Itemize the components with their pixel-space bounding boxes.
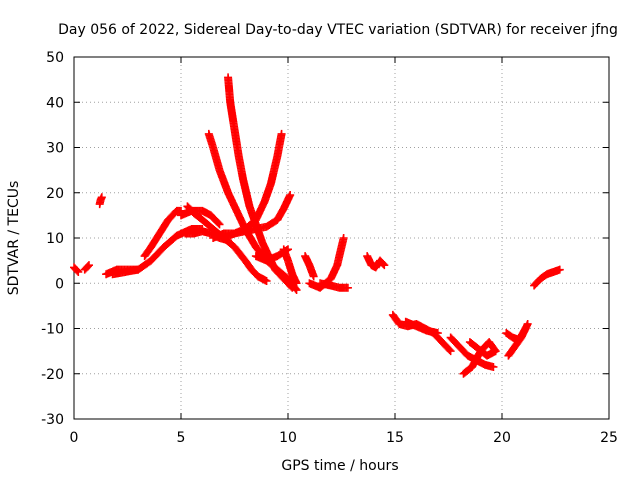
data-point [215,220,224,229]
axis-ticks: 0 5 10 15 20 25 -30 -20 -10 0 10 20 30 40 50 [41,50,618,446]
y-tick-label: -30 [41,412,64,428]
data-series [459,338,500,378]
data-point [491,347,500,356]
x-tick-label: 20 [493,430,511,446]
data-point [343,283,352,292]
data-point [489,362,498,371]
data-series [209,191,295,242]
data-point [555,265,564,274]
data-series [363,252,389,272]
y-tick-label: 50 [46,50,64,66]
x-tick-label: 10 [279,430,297,446]
data-point [309,272,318,281]
data-series [224,73,297,292]
data-point [277,129,286,138]
data-series [177,206,224,229]
y-tick-label: 20 [46,186,64,202]
data-point [83,262,92,271]
data-point [380,261,389,270]
data-series [305,234,348,292]
data-point [288,283,297,292]
data-point [292,286,301,295]
y-tick-label: 40 [46,95,64,111]
data-series [279,245,301,288]
data-point [84,261,93,270]
data-points [70,73,564,378]
data-series [530,265,564,290]
y-tick-label: -10 [41,322,64,338]
data-series [95,193,106,209]
data-point [287,282,296,291]
data-point [73,266,82,275]
x-axis-label: GPS time / hours [281,458,398,474]
y-tick-label: 0 [55,276,64,292]
data-point [292,279,301,288]
chart-title: Day 056 of 2022, Sidereal Day-to-day VTE… [58,22,618,38]
y-tick-label: 30 [46,141,64,157]
data-point [286,191,295,200]
x-tick-label: 5 [177,430,186,446]
x-tick-label: 25 [600,430,618,446]
data-point [339,234,348,242]
data-series [504,319,532,360]
data-series [251,245,292,265]
data-point [433,329,442,338]
y-tick-label: 10 [46,231,64,247]
x-tick-label: 0 [70,430,79,446]
data-series [70,263,83,276]
data-series [80,261,93,274]
data-point [74,267,83,276]
data-point [262,276,271,285]
x-tick-label: 15 [386,430,404,446]
data-point [446,347,455,356]
data-point [379,260,388,269]
data-series [316,279,352,292]
y-tick-label: -20 [41,367,64,383]
data-series [401,317,442,338]
data-point [97,193,106,202]
data-series [140,206,185,261]
data-series [301,252,318,281]
data-point [523,319,532,328]
grid [74,57,609,419]
data-series [219,129,286,242]
data-series [388,310,455,356]
y-axis-label: SDTVAR / TECUs [6,181,22,296]
data-point [445,345,454,354]
data-series [465,338,500,360]
data-point [214,219,223,228]
